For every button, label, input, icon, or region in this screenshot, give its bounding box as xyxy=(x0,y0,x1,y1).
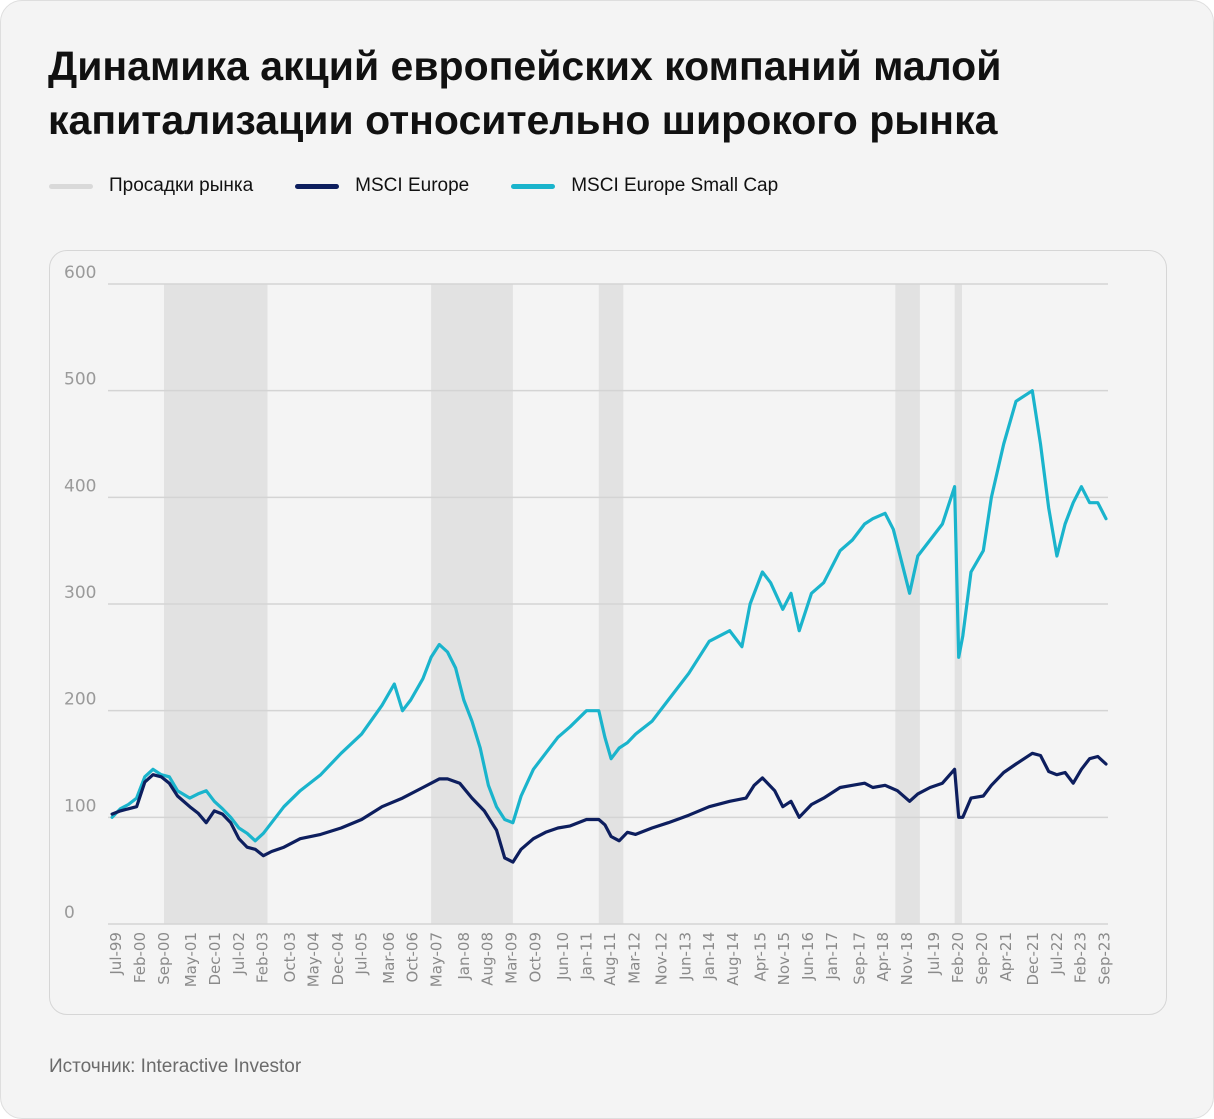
legend: Просадки рынка MSCI Europe MSCI Europe S… xyxy=(49,175,820,197)
plot-area: 0 100 200 300 400 500 600 Jul-99 Feb-00 Sep-00 Ma… xyxy=(49,250,1167,1015)
x-tick-label: Jan-14 xyxy=(700,932,718,981)
x-tick-label: Jul-22 xyxy=(1048,932,1066,976)
x-tick-label: Jun-16 xyxy=(799,932,817,981)
x-tick-label: Jun-13 xyxy=(677,932,695,981)
x-tick-label: Apr-15 xyxy=(751,932,769,982)
x-tick-label: Aug-08 xyxy=(479,932,497,986)
x-tick-label: Dec-04 xyxy=(329,932,347,986)
legend-label-msci-europe: MSCI Europe xyxy=(355,175,470,196)
x-tick-label: Jan-17 xyxy=(823,932,841,981)
x-tick-label: Apr-21 xyxy=(997,932,1015,982)
x-tick-label: Mar-09 xyxy=(503,932,521,984)
y-tick-label: 100 xyxy=(64,796,96,816)
x-tick-label: Oct-06 xyxy=(404,932,422,982)
y-tick-label: 600 xyxy=(64,263,96,283)
x-tick-label: Dec-01 xyxy=(206,932,224,986)
x-tick-label: Nov-18 xyxy=(898,932,916,985)
x-tick-label: Dec-21 xyxy=(1024,932,1042,986)
x-tick-label: Feb-20 xyxy=(949,932,967,983)
y-tick-label: 300 xyxy=(64,583,96,603)
series-line-msci-europe xyxy=(110,751,1108,864)
legend-item-msci-europe: MSCI Europe xyxy=(295,175,469,197)
x-tick-label: Nov-12 xyxy=(652,932,670,985)
y-tick-label: 200 xyxy=(64,690,96,710)
x-tick-label: Aug-11 xyxy=(601,932,619,986)
x-tick-label: May-07 xyxy=(427,932,445,987)
y-tick-label: 400 xyxy=(64,476,96,496)
legend-swatch-drawdowns xyxy=(49,183,93,189)
y-axis-ticks: 0 100 200 300 400 500 600 xyxy=(64,263,96,923)
x-tick-label: Feb-03 xyxy=(254,932,272,983)
x-tick-label: Jul-02 xyxy=(230,932,248,976)
x-tick-label: Sep-17 xyxy=(850,932,868,985)
line-chart: 0 100 200 300 400 500 600 Jul-99 Feb-00 Sep-00 Ma… xyxy=(64,263,1114,987)
legend-item-msci-small-cap: MSCI Europe Small Cap xyxy=(511,175,778,197)
x-tick-label: May-01 xyxy=(182,932,200,987)
x-tick-label: Mar-06 xyxy=(380,932,398,984)
x-tick-label: Nov-15 xyxy=(775,932,793,985)
legend-swatch-msci-europe xyxy=(295,183,340,189)
x-axis-ticks: Jul-99 Feb-00 Sep-00 May-01 Dec-01 Jul-02 Feb-… xyxy=(107,932,1114,987)
x-tick-label: Jul-05 xyxy=(353,932,371,976)
chart-title: Динамика акций европейских компаний мало… xyxy=(48,43,1002,143)
x-tick-label: Sep-00 xyxy=(155,932,173,985)
x-tick-label: Oct-09 xyxy=(526,932,544,982)
legend-label-msci-small-cap: MSCI Europe Small Cap xyxy=(571,175,779,196)
x-tick-label: Jun-10 xyxy=(554,932,572,981)
x-tick-label: Feb-00 xyxy=(131,932,149,983)
legend-item-drawdowns: Просадки рынка xyxy=(49,175,253,197)
x-tick-label: Oct-03 xyxy=(281,932,299,982)
x-tick-label: Feb-23 xyxy=(1072,932,1090,983)
series-lines xyxy=(110,389,1108,864)
x-tick-label: Jul-99 xyxy=(107,932,125,976)
x-tick-label: Apr-18 xyxy=(874,932,892,982)
source-note: Источник: Interactive Investor xyxy=(49,1056,302,1077)
y-tick-label: 0 xyxy=(64,903,75,923)
legend-swatch-msci-small-cap xyxy=(511,183,556,189)
legend-label-drawdowns: Просадки рынка xyxy=(109,175,254,196)
x-tick-label: Sep-23 xyxy=(1096,932,1114,985)
series-line-msci-europe-small-cap xyxy=(110,389,1108,843)
x-tick-label: Sep-20 xyxy=(973,932,991,985)
x-tick-label: Aug-14 xyxy=(724,932,742,986)
x-tick-label: Jan-08 xyxy=(455,932,473,981)
x-tick-label: May-04 xyxy=(305,932,323,987)
x-tick-label: Jan-11 xyxy=(578,932,596,981)
x-tick-label: Jul-19 xyxy=(925,932,943,976)
x-tick-label: Mar-12 xyxy=(625,932,643,984)
y-tick-label: 500 xyxy=(64,370,96,390)
